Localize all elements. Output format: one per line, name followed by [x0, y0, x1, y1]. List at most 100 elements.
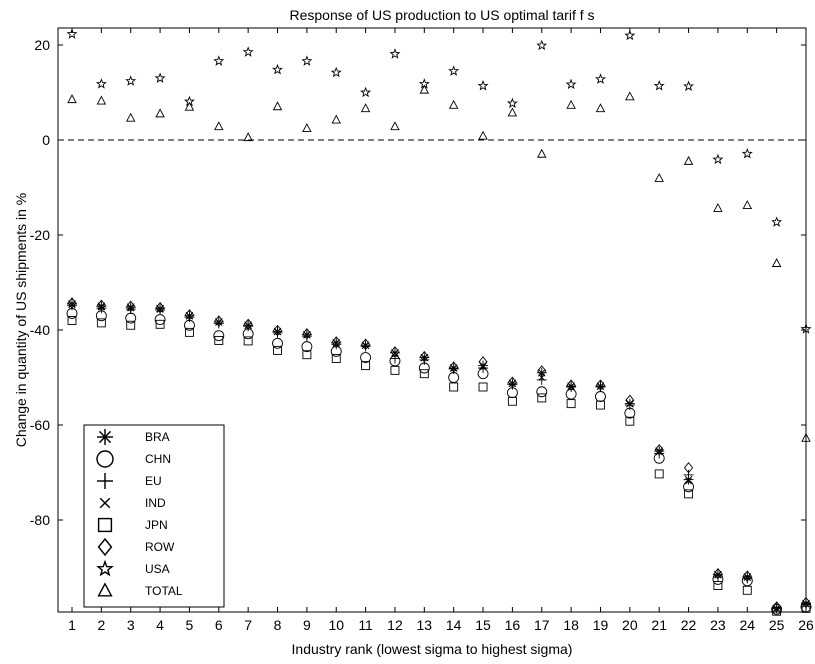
point-usa-20	[624, 29, 636, 41]
point-jpn-6	[214, 336, 224, 345]
x-tick-label: 24	[739, 617, 755, 633]
point-total-5	[184, 101, 195, 111]
point-jpn-22	[684, 489, 694, 499]
point-usa-5	[184, 95, 195, 107]
x-tick-label: 16	[505, 617, 521, 633]
point-usa-15	[477, 80, 489, 91]
point-usa-18	[565, 78, 577, 90]
legend: BRA CHN EU IND JPN ROW USA TOTAL	[83, 424, 225, 608]
x-tick-label: 8	[274, 617, 282, 633]
point-row-2	[96, 299, 106, 312]
point-row-26	[801, 596, 811, 609]
point-usa-14	[448, 65, 460, 76]
point-ind-8	[274, 328, 281, 336]
point-ind-12	[391, 349, 399, 357]
point-row-12	[390, 346, 400, 358]
point-row-24	[742, 570, 752, 582]
point-row-20	[625, 394, 635, 407]
legend-marker-jpn	[97, 517, 113, 533]
point-usa-16	[506, 97, 518, 109]
legend-item-bra: BRA	[97, 428, 170, 445]
point-usa-11	[360, 86, 372, 98]
point-chn-17	[536, 386, 548, 398]
legend-box	[83, 424, 225, 608]
legend-item-jpn: JPN	[97, 517, 168, 533]
point-usa-25	[771, 216, 783, 227]
point-usa-17	[536, 39, 548, 51]
point-eu-22	[683, 469, 694, 480]
point-ind-24	[743, 574, 751, 581]
legend-label: EU	[145, 474, 162, 488]
legend-marker-total	[97, 582, 113, 597]
point-usa-8	[271, 63, 284, 75]
point-usa-19	[594, 73, 607, 84]
x-tick-label: 7	[244, 617, 252, 633]
x-tick-label: 6	[215, 617, 223, 633]
point-total-9	[302, 123, 312, 133]
point-jpn-3	[126, 320, 136, 330]
point-ind-18	[567, 383, 575, 390]
point-chn-14	[448, 372, 460, 383]
point-row-15	[478, 356, 488, 368]
point-row-8	[272, 324, 283, 337]
point-usa-9	[301, 55, 313, 66]
x-tick-label: 14	[446, 617, 462, 633]
x-tick-label: 1	[68, 617, 76, 633]
point-eu-13	[419, 354, 430, 365]
point-row-19	[595, 379, 606, 391]
plot-frame	[57, 27, 807, 613]
point-usa-4	[154, 72, 166, 83]
point-total-15	[478, 130, 488, 140]
point-row-22	[683, 462, 694, 474]
chart-title: Response of US production to US optimal …	[289, 7, 594, 23]
legend-label: JPN	[145, 518, 168, 532]
series-chn	[66, 307, 812, 615]
point-eu-12	[389, 353, 400, 364]
x-axis: 1 2 3 4 5 6 7 8 9 10 11 12 13 14 15 16 17 18 19 20 21 22 23 24 2…	[68, 28, 814, 633]
point-usa-2	[95, 78, 107, 89]
point-chn-19	[595, 391, 606, 402]
legend-marker-ind	[99, 497, 111, 509]
point-jpn-13	[419, 369, 429, 379]
point-jpn-17	[537, 393, 547, 403]
y-tick-label: -20	[30, 227, 50, 243]
point-total-7	[243, 132, 253, 142]
point-total-1	[67, 94, 77, 104]
legend-item-ind: IND	[99, 496, 166, 510]
point-row-25	[772, 601, 782, 613]
x-tick-label: 4	[156, 617, 164, 633]
point-row-18	[566, 379, 576, 391]
y-axis-label: Change in quantity of US shipments in %	[13, 193, 29, 447]
legend-label: IND	[145, 496, 166, 510]
point-jpn-24	[742, 585, 752, 595]
legend-marker-eu	[97, 472, 114, 489]
point-row-16	[507, 376, 517, 388]
point-jpn-9	[302, 350, 312, 360]
point-jpn-4	[155, 319, 165, 329]
x-tick-label: 17	[534, 617, 550, 633]
legend-label: TOTAL	[145, 584, 183, 598]
y-tick-label: -60	[30, 417, 50, 433]
point-row-21	[654, 443, 664, 456]
y-axis: 20 0 -20 -40 -60 -80	[30, 37, 806, 528]
x-tick-label: 12	[387, 617, 403, 633]
point-jpn-20	[625, 416, 635, 426]
point-usa-23	[712, 153, 724, 165]
x-tick-label: 26	[798, 617, 814, 633]
point-ind-2	[98, 303, 105, 311]
point-usa-24	[741, 148, 753, 159]
point-row-3	[126, 300, 136, 312]
point-ind-10	[332, 339, 340, 347]
point-total-16	[507, 107, 518, 117]
point-ind-19	[597, 383, 604, 390]
x-tick-label: 10	[328, 617, 344, 633]
point-total-14	[448, 99, 459, 109]
point-ind-7	[244, 322, 252, 330]
x-tick-label: 3	[127, 617, 135, 633]
point-row-5	[184, 309, 195, 321]
data-markers	[66, 28, 812, 616]
point-jpn-16	[507, 396, 517, 406]
x-tick-label: 21	[651, 617, 667, 633]
point-ind-1	[68, 301, 76, 309]
point-jpn-21	[654, 469, 664, 479]
